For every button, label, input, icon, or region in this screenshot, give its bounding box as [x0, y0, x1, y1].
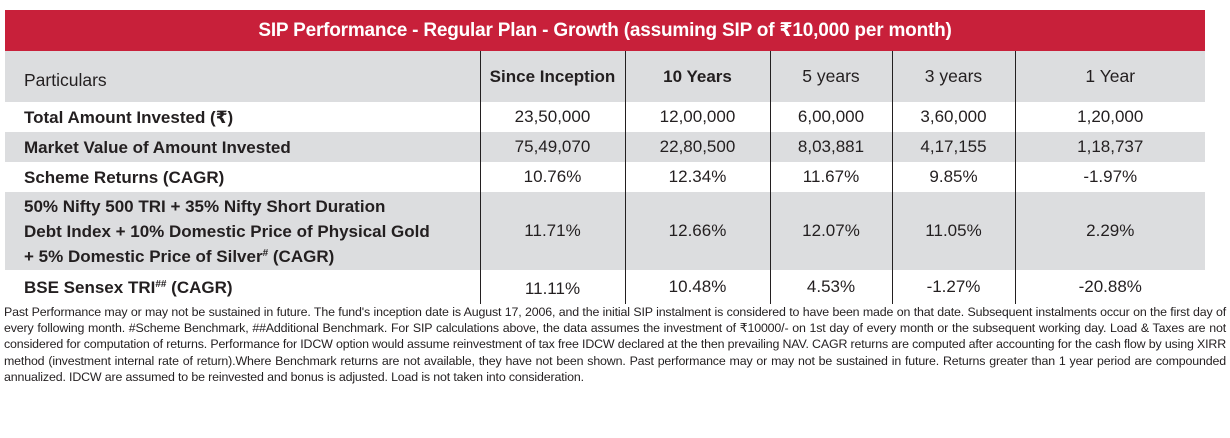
cell-3-years: 11.05%: [891, 192, 1015, 270]
table-row-total-amount-invested: Total Amount Invested (₹) 23,50,000 12,0…: [5, 102, 1205, 132]
footnote-marker: #: [262, 247, 269, 259]
row-label: 50% Nifty 500 TRI + 35% Nifty Short Dura…: [5, 192, 480, 270]
table-row-market-value: Market Value of Amount Invested 75,49,07…: [5, 132, 1205, 162]
cell-since-inception: 11.11%: [479, 270, 625, 304]
column-header-5-years: 5 years: [769, 51, 892, 102]
cell-1-year: 2.29%: [1014, 192, 1205, 270]
cell-since-inception: 11.71%: [479, 192, 625, 270]
row-label-line: 50% Nifty 500 TRI + 35% Nifty Short Dura…: [24, 196, 386, 216]
cell-3-years: -1.27%: [891, 270, 1015, 304]
column-header-3-years: 3 years: [891, 51, 1015, 102]
cell-10-years: 12,00,000: [624, 102, 770, 132]
table-row-scheme-returns: Scheme Returns (CAGR) 10.76% 12.34% 11.6…: [5, 162, 1205, 192]
table-header-row: Particulars Since Inception 10 Years 5 y…: [5, 51, 1205, 102]
cell-10-years: 12.34%: [624, 162, 770, 192]
row-label-suffix: (CAGR): [166, 277, 233, 297]
cell-10-years: 10.48%: [624, 270, 770, 304]
table-row-scheme-benchmark: 50% Nifty 500 TRI + 35% Nifty Short Dura…: [5, 192, 1205, 270]
cell-1-year: 1,18,737: [1014, 132, 1205, 162]
footnote-marker: ##: [155, 278, 167, 290]
cell-5-years: 6,00,000: [769, 102, 892, 132]
cell-since-inception: 75,49,070: [479, 132, 625, 162]
cell-3-years: 4,17,155: [891, 132, 1015, 162]
row-label: Market Value of Amount Invested: [5, 132, 480, 162]
column-header-1-year: 1 Year: [1014, 51, 1205, 102]
disclaimer-footnote: Past Performance may or may not be susta…: [4, 305, 1226, 384]
cell-5-years: 11.67%: [769, 162, 892, 192]
cell-3-years: 9.85%: [891, 162, 1015, 192]
cell-10-years: 12.66%: [624, 192, 770, 270]
cell-10-years: 22,80,500: [624, 132, 770, 162]
cell-5-years: 12.07%: [769, 192, 892, 270]
table-title: SIP Performance - Regular Plan - Growth …: [5, 10, 1205, 51]
row-label-line: Debt Index + 10% Domestic Price of Physi…: [24, 221, 430, 241]
column-header-10-years: 10 Years: [624, 51, 770, 102]
cell-1-year: -1.97%: [1014, 162, 1205, 192]
row-label: Scheme Returns (CAGR): [24, 167, 225, 187]
sip-performance-table-container: SIP Performance - Regular Plan - Growth …: [5, 10, 1205, 304]
column-header-since-inception: Since Inception: [479, 51, 625, 102]
cell-3-years: 3,60,000: [891, 102, 1015, 132]
cell-5-years: 8,03,881: [769, 132, 892, 162]
row-label-line: + 5% Domestic Price of Silver: [24, 246, 263, 266]
cell-1-year: -20.88%: [1014, 270, 1205, 304]
row-label-text: BSE Sensex TRI: [24, 277, 156, 297]
table-row-additional-benchmark: BSE Sensex TRI## (CAGR) 11.11% 10.48% 4.…: [5, 270, 1205, 304]
row-label: BSE Sensex TRI## (CAGR): [5, 270, 480, 304]
column-header-particulars: Particulars: [5, 51, 480, 102]
row-label-suffix: (CAGR): [268, 246, 335, 266]
row-label: Total Amount Invested (₹): [24, 107, 234, 127]
cell-since-inception: 10.76%: [479, 162, 625, 192]
cell-since-inception: 23,50,000: [479, 102, 625, 132]
cell-5-years: 4.53%: [769, 270, 892, 304]
cell-1-year: 1,20,000: [1014, 102, 1205, 132]
sip-performance-table: Particulars Since Inception 10 Years 5 y…: [5, 51, 1205, 304]
